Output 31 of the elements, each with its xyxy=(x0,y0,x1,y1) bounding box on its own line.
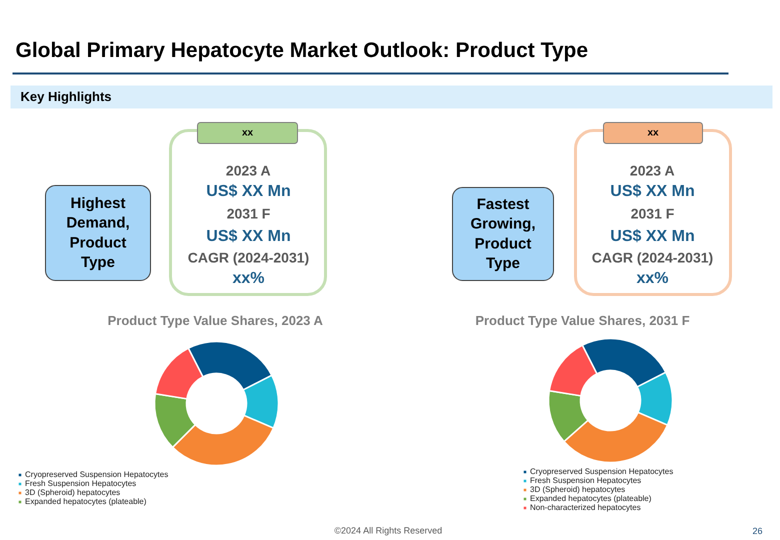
text: 2031 F xyxy=(226,206,271,222)
text: xx xyxy=(242,128,254,138)
text: US$ XX Mn xyxy=(610,183,695,200)
text: xx% xyxy=(636,270,669,287)
text: US$ XX Mn xyxy=(206,228,291,245)
text: 2031 F xyxy=(630,206,675,222)
legend-label: Non-characterized hepatocytes xyxy=(530,503,641,512)
text: ©2024 All Rights Reserved xyxy=(334,526,442,536)
legend-label: Cryopreserved Suspension Hepatocytes xyxy=(530,467,674,476)
legend-label: Fresh Suspension Hepatocytes xyxy=(25,478,136,488)
text: 26 xyxy=(752,526,763,536)
legend-label: Expanded hepatocytes (plateable) xyxy=(530,494,652,503)
legend-label: Expanded hepatocytes (plateable) xyxy=(25,496,146,506)
legend-label: 3D (Spheroid) hepatocytes xyxy=(530,485,626,494)
text: xx% xyxy=(232,270,265,287)
text: Highest Demand, Product Type xyxy=(66,195,130,271)
text: CAGR (2024-2031) xyxy=(592,250,714,266)
text: US$ XX Mn xyxy=(206,183,291,200)
chart-title: Product Type Value Shares, 2031 F xyxy=(475,313,690,328)
chart-title: Product Type Value Shares, 2023 A xyxy=(108,313,324,328)
legend-label: Cryopreserved Suspension Hepatocytes xyxy=(25,470,168,479)
text: 2023 A xyxy=(226,162,271,178)
text: CAGR (2024-2031) xyxy=(188,250,310,266)
legend-label: Fresh Suspension Hepatocytes xyxy=(530,476,642,485)
text: Fastest Growing, Product Type xyxy=(470,196,536,272)
text: US$ XX Mn xyxy=(610,228,695,245)
legend-label: 3D (Spheroid) hepatocytes xyxy=(25,488,120,497)
text: 2023 A xyxy=(630,162,675,178)
text: xx xyxy=(647,128,659,138)
text: Global Primary Hepatocyte Market Outlook: Product Type xyxy=(16,39,588,62)
text: Key Highlights xyxy=(20,89,112,104)
